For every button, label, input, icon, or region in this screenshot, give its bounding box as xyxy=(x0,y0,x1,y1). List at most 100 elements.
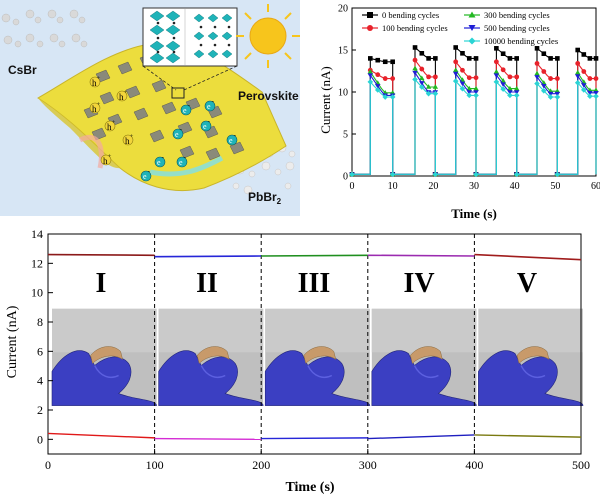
y-tick-label: 0 xyxy=(343,172,348,183)
zoom-marker xyxy=(171,87,185,99)
electron-carrier: e- xyxy=(140,169,152,182)
y-tick-label: 10 xyxy=(338,88,348,99)
series-point xyxy=(587,76,593,81)
series-point xyxy=(466,85,472,91)
svg-text:0 bending cycles: 0 bending cycles xyxy=(382,10,439,20)
series-point xyxy=(460,51,465,56)
series-point xyxy=(554,94,561,100)
series-point xyxy=(367,69,373,74)
series-point xyxy=(412,65,418,71)
electron-carrier: e- xyxy=(180,103,192,116)
series-point xyxy=(593,87,599,93)
series-point xyxy=(419,75,425,81)
svg-text:+: + xyxy=(124,90,128,96)
series-point xyxy=(466,92,473,99)
series-point xyxy=(493,59,499,65)
series-point xyxy=(390,59,395,65)
x-tick-label: 200 xyxy=(252,458,270,472)
gloved-hand xyxy=(371,350,477,406)
inset-zoom-line xyxy=(142,65,177,91)
series-point xyxy=(432,171,439,178)
segment-label-iii: III xyxy=(298,268,331,299)
csbr-molecules xyxy=(1,9,88,48)
top-chart-xlabel: Time (s) xyxy=(451,206,497,221)
series-point xyxy=(473,75,479,81)
svg-text:500 bending cycles: 500 bending cycles xyxy=(484,23,550,33)
photo-panel xyxy=(51,308,157,406)
series-point xyxy=(459,85,466,92)
series-point xyxy=(374,87,381,93)
high-current-line xyxy=(367,254,475,257)
gloved-hand xyxy=(264,350,371,406)
series-point xyxy=(507,56,513,61)
series-point xyxy=(541,51,547,56)
svg-text:h: h xyxy=(125,136,130,146)
flexible-device xyxy=(516,346,550,364)
electron-carrier: e- xyxy=(204,99,216,112)
series-point xyxy=(554,88,561,93)
series-point xyxy=(534,80,540,87)
series-point xyxy=(593,56,599,61)
y-tick-label: 2 xyxy=(37,403,43,417)
series-point xyxy=(541,84,547,89)
svg-text:h: h xyxy=(92,78,97,88)
holes: h + h + h + h + h + h + xyxy=(89,76,134,166)
svg-text:e: e xyxy=(143,172,147,181)
series-point xyxy=(425,84,432,89)
low-current-line xyxy=(47,432,155,439)
svg-text:10000 bending cycles: 10000 bending cycles xyxy=(484,36,558,46)
electron-path xyxy=(149,155,224,177)
series-point xyxy=(581,52,587,57)
series-point xyxy=(382,94,389,100)
series-point xyxy=(500,86,506,92)
x-tick-label: 30 xyxy=(469,181,479,192)
series-point xyxy=(460,67,465,73)
csbr-label: CsBr xyxy=(8,63,37,77)
series-point xyxy=(507,92,513,99)
series-point xyxy=(513,92,520,99)
series-point xyxy=(548,76,553,81)
series-point xyxy=(453,67,459,72)
series-point xyxy=(432,90,439,97)
svg-text:+: + xyxy=(108,154,112,160)
svg-text:100 bending cycles: 100 bending cycles xyxy=(382,23,448,33)
series-point xyxy=(452,78,459,84)
series-point xyxy=(390,76,396,81)
hole-carrier: h + xyxy=(122,134,134,146)
series-point xyxy=(382,76,388,81)
legend-entry: 500 bending cycles xyxy=(464,23,550,33)
series-point xyxy=(547,91,554,97)
series-point xyxy=(453,59,459,65)
svg-text:-: - xyxy=(212,99,214,105)
series-point xyxy=(500,67,506,73)
electron-carrier: e- xyxy=(200,119,212,132)
series-point xyxy=(534,75,540,80)
high-current-line xyxy=(47,253,155,257)
y-tick-label: 10 xyxy=(31,286,43,300)
electron-carrier: e- xyxy=(172,127,184,140)
svg-text:-: - xyxy=(148,169,150,175)
series-point xyxy=(575,74,581,79)
series-point xyxy=(555,56,560,61)
series-point xyxy=(507,90,513,95)
series-point xyxy=(432,84,439,89)
series-point xyxy=(514,56,519,61)
series-point xyxy=(500,82,506,87)
bottom-chart-frame xyxy=(47,233,582,455)
series-point xyxy=(581,69,587,74)
y-tick-label: 8 xyxy=(37,315,43,329)
svg-text:-: - xyxy=(188,103,190,109)
legend-entry: 100 bending cycles xyxy=(362,23,448,33)
series-point xyxy=(419,51,425,56)
series-point xyxy=(412,45,418,50)
series-point xyxy=(453,71,459,77)
x-tick-label: 10 xyxy=(388,181,398,192)
x-tick-label: 100 xyxy=(146,458,164,472)
svg-text:h: h xyxy=(92,104,97,114)
sun-icon xyxy=(236,4,300,68)
electrons: e- e- e- e- e- e- e- e- xyxy=(140,99,238,182)
top-chart-ylabel: Current (nA) xyxy=(318,66,333,134)
segment-label-ii: II xyxy=(196,268,218,299)
photo-panel xyxy=(478,308,584,406)
x-tick-label: 50 xyxy=(550,181,560,192)
